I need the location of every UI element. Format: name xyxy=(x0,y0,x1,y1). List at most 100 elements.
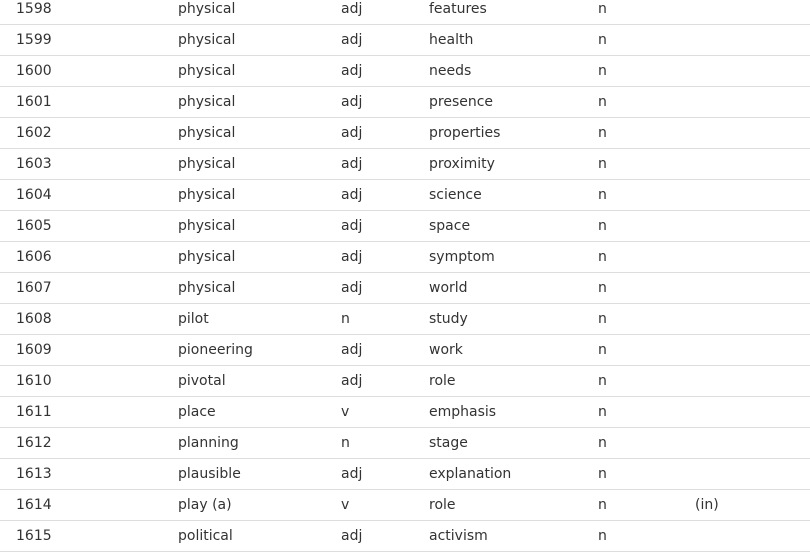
row-number-cell: 1598 xyxy=(16,1,52,17)
table-row: 1603 physical adj proximity n xyxy=(0,149,810,180)
collocate-pos-cell: n xyxy=(598,125,607,141)
word-pos-cell: adj xyxy=(341,528,363,544)
word-cell: physical xyxy=(178,280,236,296)
row-number-cell: 1614 xyxy=(16,497,52,513)
word-cell: political xyxy=(178,528,233,544)
word-cell: pilot xyxy=(178,311,209,327)
collocate-cell: work xyxy=(429,342,463,358)
word-cell: planning xyxy=(178,435,239,451)
word-pos-cell: v xyxy=(341,497,350,513)
table-row: 1612 planning n stage n xyxy=(0,428,810,459)
table-row: 1605 physical adj space n xyxy=(0,211,810,242)
word-cell: physical xyxy=(178,63,236,79)
collocate-cell: stage xyxy=(429,435,468,451)
word-cell: plausible xyxy=(178,466,241,482)
collocate-cell: health xyxy=(429,32,474,48)
word-pos-cell: adj xyxy=(341,63,363,79)
collocate-pos-cell: n xyxy=(598,32,607,48)
collocate-cell: emphasis xyxy=(429,404,497,420)
collocate-cell: properties xyxy=(429,125,501,141)
collocate-pos-cell: n xyxy=(598,94,607,110)
collocate-pos-cell: n xyxy=(598,311,607,327)
table-row: 1606 physical adj symptom n xyxy=(0,242,810,273)
word-pos-cell: adj xyxy=(341,94,363,110)
collocate-cell: activism xyxy=(429,528,488,544)
collocate-pos-cell: n xyxy=(598,528,607,544)
collocate-cell: study xyxy=(429,311,468,327)
collocate-pos-cell: n xyxy=(598,435,607,451)
word-cell: physical xyxy=(178,187,236,203)
word-cell: physical xyxy=(178,1,236,17)
word-pos-cell: adj xyxy=(341,342,363,358)
word-pos-cell: v xyxy=(341,404,350,420)
table-row: 1604 physical adj science n xyxy=(0,180,810,211)
table-row: 1602 physical adj properties n xyxy=(0,118,810,149)
collocate-pos-cell: n xyxy=(598,187,607,203)
table-row: 1599 physical adj health n xyxy=(0,25,810,56)
table-row: 1610 pivotal adj role n xyxy=(0,366,810,397)
word-cell: pivotal xyxy=(178,373,226,389)
word-cell: pioneering xyxy=(178,342,253,358)
word-pos-cell: n xyxy=(341,311,350,327)
table-row: 1608 pilot n study n xyxy=(0,304,810,335)
row-number-cell: 1602 xyxy=(16,125,52,141)
row-number-cell: 1608 xyxy=(16,311,52,327)
collocate-pos-cell: n xyxy=(598,342,607,358)
word-pos-cell: adj xyxy=(341,218,363,234)
collocate-pos-cell: n xyxy=(598,63,607,79)
word-pos-cell: adj xyxy=(341,249,363,265)
row-number-cell: 1612 xyxy=(16,435,52,451)
collocate-pos-cell: n xyxy=(598,156,607,172)
word-pos-cell: adj xyxy=(341,156,363,172)
row-number-cell: 1607 xyxy=(16,280,52,296)
word-pos-cell: n xyxy=(341,435,350,451)
row-number-cell: 1603 xyxy=(16,156,52,172)
table-row: 1613 plausible adj explanation n xyxy=(0,459,810,490)
word-cell: physical xyxy=(178,32,236,48)
word-pos-cell: adj xyxy=(341,125,363,141)
word-cell: physical xyxy=(178,125,236,141)
collocate-cell: needs xyxy=(429,63,472,79)
collocate-cell: role xyxy=(429,373,456,389)
collocate-cell: explanation xyxy=(429,466,512,482)
collocate-pos-cell: n xyxy=(598,280,607,296)
collocate-cell: science xyxy=(429,187,482,203)
row-number-cell: 1604 xyxy=(16,187,52,203)
table-row: 1609 pioneering adj work n xyxy=(0,335,810,366)
collocate-pos-cell: n xyxy=(598,404,607,420)
row-number-cell: 1613 xyxy=(16,466,52,482)
table-row: 1611 place v emphasis n xyxy=(0,397,810,428)
row-number-cell: 1599 xyxy=(16,32,52,48)
row-number-cell: 1611 xyxy=(16,404,52,420)
collocate-pos-cell: n xyxy=(598,497,607,513)
table-row: 1607 physical adj world n xyxy=(0,273,810,304)
word-pos-cell: adj xyxy=(341,32,363,48)
table-row: 1615 political adj activism n xyxy=(0,521,810,552)
table-row: 1598 physical adj features n xyxy=(0,0,810,25)
row-number-cell: 1601 xyxy=(16,94,52,110)
table-row: 1614 play (a) v role n (in) xyxy=(0,490,810,521)
collocate-pos-cell: n xyxy=(598,373,607,389)
row-number-cell: 1615 xyxy=(16,528,52,544)
word-cell: physical xyxy=(178,94,236,110)
word-cell: physical xyxy=(178,218,236,234)
word-cell: physical xyxy=(178,249,236,265)
preposition-cell: (in) xyxy=(695,497,719,513)
table-row: 1601 physical adj presence n xyxy=(0,87,810,118)
collocate-cell: space xyxy=(429,218,471,234)
word-pos-cell: adj xyxy=(341,187,363,203)
word-pos-cell: adj xyxy=(341,373,363,389)
collocate-pos-cell: n xyxy=(598,249,607,265)
collocate-cell: world xyxy=(429,280,468,296)
collocate-cell: symptom xyxy=(429,249,495,265)
word-cell: play (a) xyxy=(178,497,232,513)
word-pos-cell: adj xyxy=(341,280,363,296)
row-number-cell: 1605 xyxy=(16,218,52,234)
row-number-cell: 1610 xyxy=(16,373,52,389)
table-row: 1600 physical adj needs n xyxy=(0,56,810,87)
collocate-pos-cell: n xyxy=(598,1,607,17)
collocate-cell: role xyxy=(429,497,456,513)
row-number-cell: 1606 xyxy=(16,249,52,265)
word-pos-cell: adj xyxy=(341,466,363,482)
